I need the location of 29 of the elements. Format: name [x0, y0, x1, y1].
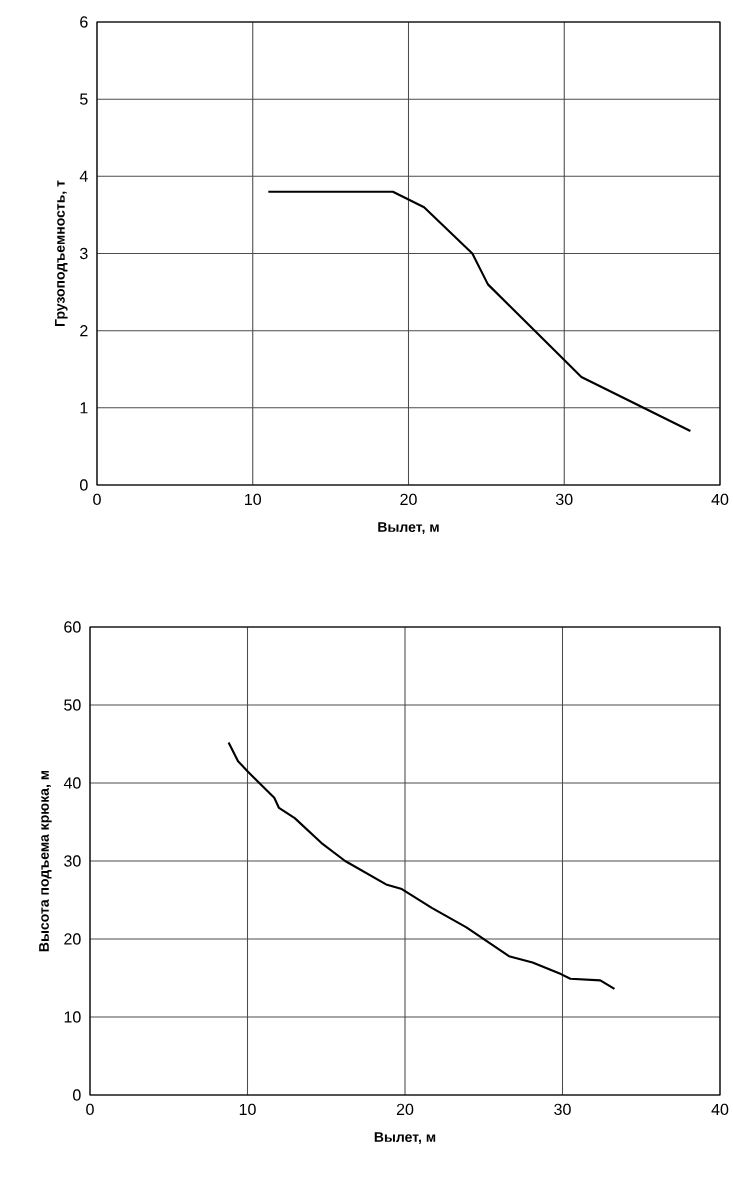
y-tick-label: 10 — [64, 1011, 81, 1023]
y-tick-label: 5 — [79, 93, 88, 105]
y-tick-label: 4 — [79, 170, 88, 182]
y-tick-label: 30 — [63, 855, 81, 867]
y-axis-title: Высота подъема крюка, м — [38, 770, 52, 952]
x-tick-label: 20 — [400, 493, 417, 506]
y-tick-label: 20 — [64, 933, 81, 945]
y-tick-label: 60 — [64, 621, 81, 633]
y-tick-label: 2 — [80, 325, 88, 337]
x-tick-label: 0 — [93, 493, 101, 506]
y-tick-label: 50 — [63, 699, 81, 711]
y-tick-label: 3 — [79, 247, 88, 260]
y-tick-label: 40 — [63, 777, 81, 789]
x-axis-title: Вылет, м — [378, 522, 439, 534]
y-tick-label: 6 — [80, 16, 88, 28]
x-tick-label: 10 — [239, 1103, 256, 1116]
x-tick-label: 30 — [555, 493, 573, 506]
y-tick-label: 0 — [79, 479, 88, 491]
y-axis-title: Грузоподъемность, т — [54, 180, 68, 327]
x-tick-label: 30 — [554, 1103, 571, 1116]
y-tick-label: 0 — [72, 1089, 81, 1101]
x-tick-label: 20 — [396, 1103, 414, 1116]
x-tick-label: 40 — [711, 1103, 729, 1116]
x-tick-label: 10 — [244, 493, 261, 506]
x-axis-title: Вылет, м — [374, 1132, 435, 1144]
y-tick-label: 1 — [80, 402, 88, 414]
line-series — [227, 741, 616, 990]
line-series — [267, 190, 692, 433]
x-tick-label: 40 — [711, 493, 729, 506]
